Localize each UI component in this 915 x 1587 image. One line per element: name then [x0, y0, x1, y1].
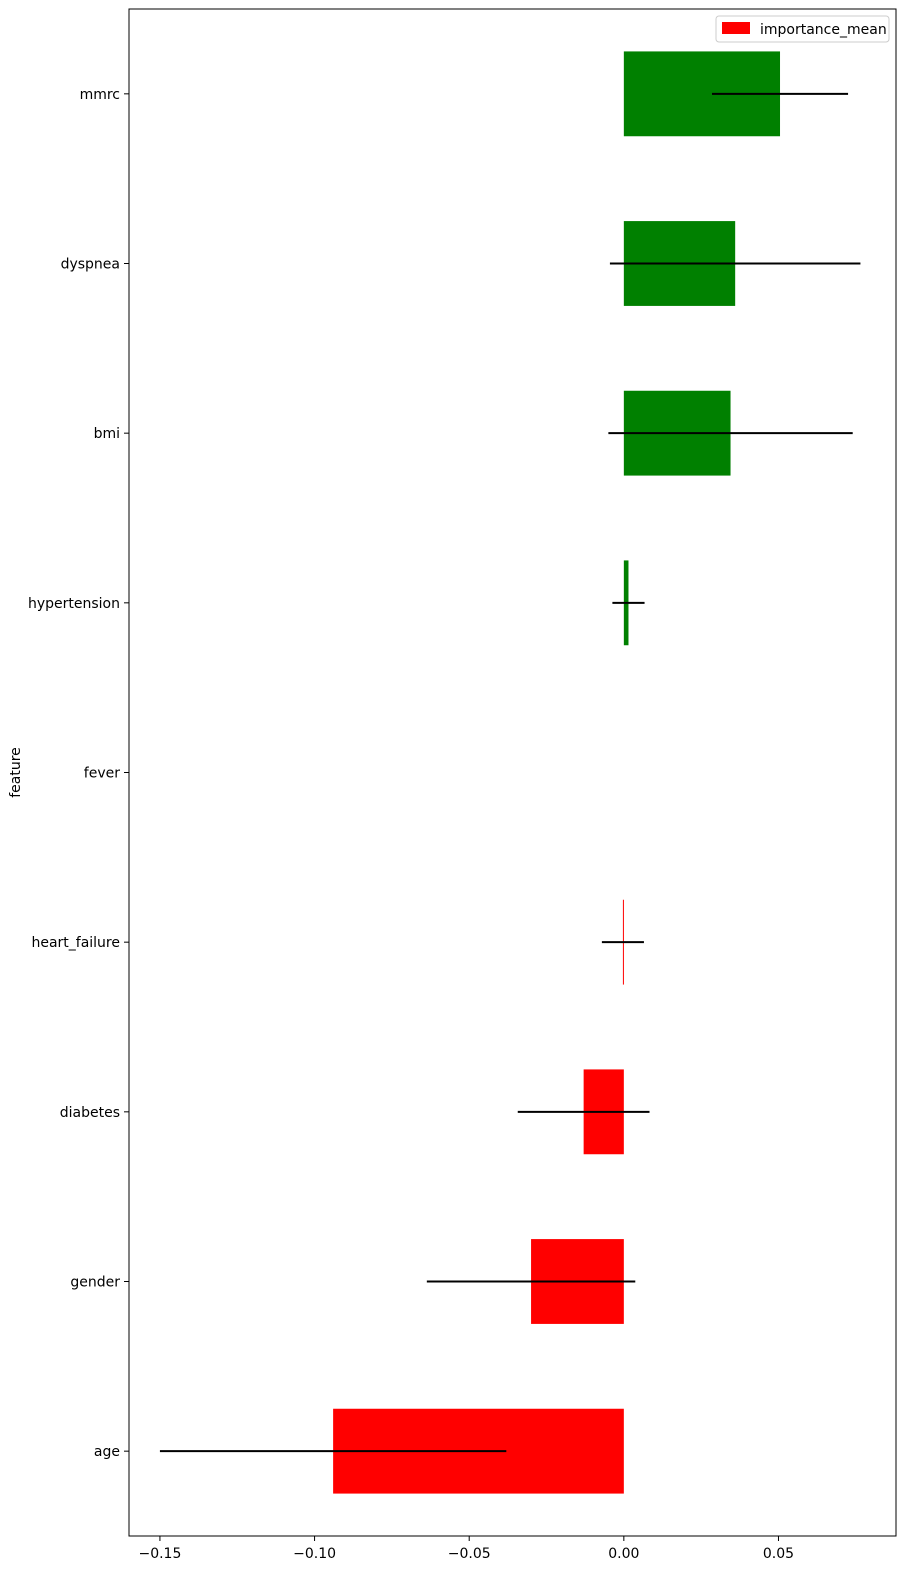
y-tick-label-hypertension: hypertension [28, 596, 120, 612]
bars-layer [333, 51, 781, 1494]
x-tick-label: 0.00 [608, 1546, 639, 1562]
error-bars-layer [159, 92, 861, 1453]
x-tick-label: −0.10 [293, 1546, 336, 1562]
plot-frame [128, 8, 897, 1537]
y-axis-label: feature [8, 747, 24, 798]
legend-label: importance_mean [760, 22, 887, 38]
legend-swatch [722, 22, 750, 34]
y-tick-label-mmrc: mmrc [80, 87, 120, 103]
y-tick-label-bmi: bmi [94, 426, 120, 442]
y-tick-label-dyspnea: dyspnea [61, 257, 120, 273]
y-tick-label-gender: gender [70, 1275, 120, 1291]
legend: importance_mean [715, 15, 890, 43]
y-tick-label-diabetes: diabetes [60, 1105, 120, 1121]
x-tick-label: −0.05 [448, 1546, 491, 1562]
y-tick-label-heart_failure: heart_failure [31, 935, 120, 951]
x-tick-label: −0.15 [138, 1546, 181, 1562]
y-tick-label-fever: fever [84, 766, 120, 782]
y-axis: mmrc dyspnea bmi hypertension fever heart_fai… [28, 87, 129, 1460]
x-tick-label: 0.05 [763, 1546, 794, 1562]
x-axis: −0.15 −0.10 −0.05 0.00 0.05 [138, 1536, 794, 1562]
legend-box [715, 15, 890, 43]
y-tick-label-age: age [94, 1444, 120, 1460]
